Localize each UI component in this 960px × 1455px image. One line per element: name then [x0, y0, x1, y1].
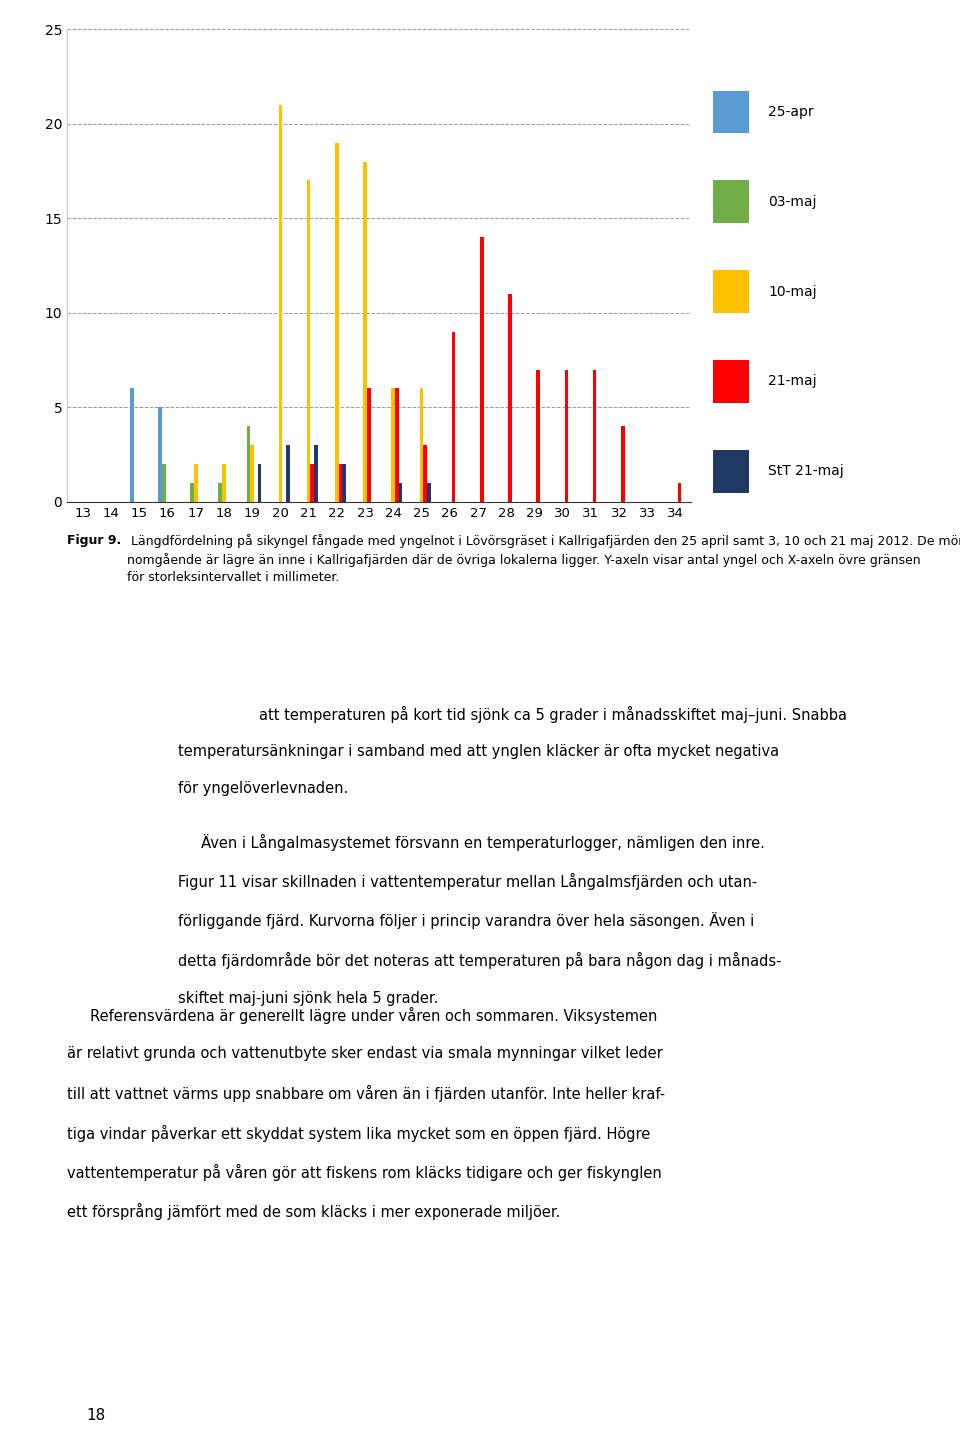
Bar	[158, 407, 162, 502]
FancyBboxPatch shape	[712, 180, 749, 223]
Text: tiga vindar påverkar ett skyddat system lika mycket som en öppen fjärd. Högre: tiga vindar påverkar ett skyddat system …	[67, 1125, 651, 1142]
Bar	[194, 464, 198, 502]
Text: Figur 11 visar skillnaden i vattentemperatur mellan Långalmsfjärden och utan-: Figur 11 visar skillnaden i vattentemper…	[178, 873, 756, 890]
Bar	[247, 426, 251, 502]
FancyBboxPatch shape	[712, 271, 749, 313]
Bar	[257, 464, 261, 502]
Text: detta fjärdområde bör det noteras att temperaturen på bara någon dag i månads-: detta fjärdområde bör det noteras att te…	[178, 952, 781, 969]
Bar	[162, 464, 165, 502]
Bar	[343, 464, 346, 502]
Bar	[396, 388, 398, 502]
Text: till att vattnet värms upp snabbare om våren än i fjärden utanför. Inte heller k: till att vattnet värms upp snabbare om v…	[67, 1085, 665, 1103]
Bar	[190, 483, 194, 502]
Bar	[592, 370, 596, 502]
Text: 25-apr: 25-apr	[768, 105, 814, 119]
Bar	[427, 483, 431, 502]
Text: är relativt grunda och vattenutbyte sker endast via smala mynningar vilket leder: är relativt grunda och vattenutbyte sker…	[67, 1046, 663, 1061]
Text: ett försprång jämfört med de som kläcks i mer exponerade miljöer.: ett försprång jämfört med de som kläcks …	[67, 1203, 561, 1221]
Bar	[367, 388, 371, 502]
Bar	[564, 370, 568, 502]
Text: 03-maj: 03-maj	[768, 195, 817, 208]
Bar	[537, 370, 540, 502]
FancyBboxPatch shape	[712, 450, 749, 492]
Bar	[130, 388, 133, 502]
Bar	[420, 388, 423, 502]
Text: vattentemperatur på våren gör att fiskens rom kläcks tidigare och ger fiskynglen: vattentemperatur på våren gör att fisken…	[67, 1164, 662, 1181]
Text: temperatursänkningar i samband med att ynglen kläcker är ofta mycket negativa: temperatursänkningar i samband med att y…	[178, 744, 779, 758]
Bar	[423, 445, 427, 502]
Bar	[392, 388, 396, 502]
Bar	[398, 483, 402, 502]
Text: skiftet maj-juni sjönk hela 5 grader.: skiftet maj-juni sjönk hela 5 grader.	[178, 991, 438, 1005]
Bar	[451, 332, 455, 502]
Text: StT 21-maj: StT 21-maj	[768, 464, 844, 479]
Text: Figur 9.: Figur 9.	[67, 534, 122, 547]
Text: 18: 18	[86, 1408, 106, 1423]
Bar	[251, 445, 254, 502]
FancyBboxPatch shape	[712, 359, 749, 403]
Bar	[480, 237, 484, 502]
Bar	[678, 483, 682, 502]
Bar	[286, 445, 290, 502]
Bar	[314, 445, 318, 502]
Bar	[278, 105, 282, 502]
Bar	[508, 294, 512, 502]
Text: 10-maj: 10-maj	[768, 285, 817, 298]
Text: Även i Långalmasystemet försvann en temperaturlogger, nämligen den inre.: Även i Långalmasystemet försvann en temp…	[178, 834, 764, 851]
Bar	[310, 464, 314, 502]
Text: för yngelöverlevnaden.: för yngelöverlevnaden.	[178, 781, 348, 796]
Text: att temperaturen på kort tid sjönk ca 5 grader i månadsskiftet maj–juni. Snabba: att temperaturen på kort tid sjönk ca 5 …	[259, 706, 848, 723]
Text: förliggande fjärd. Kurvorna följer i princip varandra över hela säsongen. Även i: förliggande fjärd. Kurvorna följer i pri…	[178, 912, 754, 930]
Bar	[222, 464, 226, 502]
Bar	[335, 143, 339, 502]
Bar	[363, 162, 367, 502]
Text: Referensvärdena är generellt lägre under våren och sommaren. Viksystemen: Referensvärdena är generellt lägre under…	[67, 1007, 658, 1024]
FancyBboxPatch shape	[712, 90, 749, 134]
Bar	[621, 426, 625, 502]
Bar	[218, 483, 222, 502]
Bar	[339, 464, 343, 502]
Bar	[307, 180, 310, 502]
Text: 21-maj: 21-maj	[768, 374, 817, 388]
Text: Längdfördelning på sikyngel fångade med yngelnot i Lövörsgräset i Kallrigafjärde: Längdfördelning på sikyngel fångade med …	[127, 534, 960, 585]
